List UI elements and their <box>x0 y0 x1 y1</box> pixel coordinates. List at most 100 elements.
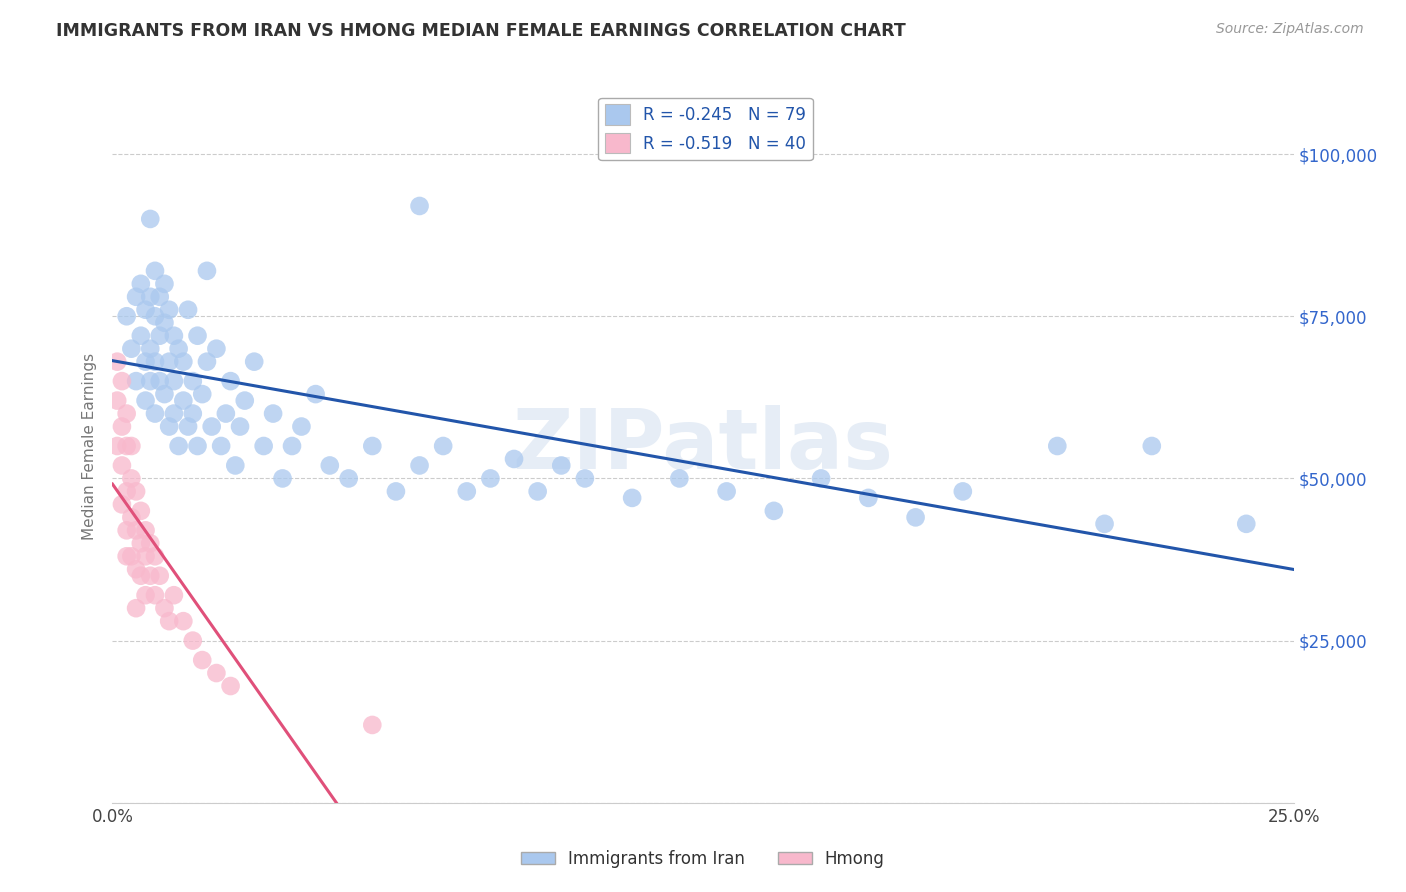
Point <box>143 588 166 602</box>
Legend: R = -0.245   N = 79, R = -0.519   N = 40: R = -0.245 N = 79, R = -0.519 N = 40 <box>598 97 813 160</box>
Point <box>129 536 152 550</box>
Point <box>205 342 228 356</box>
Point <box>281 439 304 453</box>
Point <box>105 393 128 408</box>
Point <box>904 510 927 524</box>
Point <box>139 536 162 550</box>
Point <box>125 524 148 538</box>
Point <box>139 374 162 388</box>
Point <box>149 374 172 388</box>
Point <box>157 354 180 368</box>
Point <box>191 653 214 667</box>
Point <box>215 407 238 421</box>
Point <box>233 393 256 408</box>
Text: ZIPatlas: ZIPatlas <box>513 406 893 486</box>
Point <box>149 328 172 343</box>
Point <box>125 484 148 499</box>
Point <box>129 328 152 343</box>
Point <box>253 439 276 453</box>
Point <box>1140 439 1163 453</box>
Point <box>157 302 180 317</box>
Point <box>304 387 326 401</box>
Text: IMMIGRANTS FROM IRAN VS HMONG MEDIAN FEMALE EARNINGS CORRELATION CHART: IMMIGRANTS FROM IRAN VS HMONG MEDIAN FEM… <box>56 22 905 40</box>
Point <box>163 588 186 602</box>
Point <box>621 491 644 505</box>
Point <box>149 290 172 304</box>
Point <box>120 471 142 485</box>
Point <box>191 387 214 401</box>
Point <box>135 393 157 408</box>
Point <box>167 439 190 453</box>
Point <box>135 524 157 538</box>
Point <box>219 374 242 388</box>
Point <box>1046 439 1069 453</box>
Point <box>153 387 176 401</box>
Point <box>163 374 186 388</box>
Point <box>111 419 134 434</box>
Point <box>129 504 152 518</box>
Point <box>129 568 152 582</box>
Point <box>952 484 974 499</box>
Point <box>361 718 384 732</box>
Point <box>195 264 218 278</box>
Point <box>115 524 138 538</box>
Point <box>135 302 157 317</box>
Point <box>153 277 176 291</box>
Point <box>408 199 430 213</box>
Point <box>337 471 360 485</box>
Point <box>479 471 502 485</box>
Point <box>1234 516 1257 531</box>
Point <box>668 471 690 485</box>
Point <box>385 484 408 499</box>
Point <box>432 439 454 453</box>
Point <box>181 407 204 421</box>
Point <box>115 484 138 499</box>
Point <box>319 458 342 473</box>
Point <box>186 328 208 343</box>
Point <box>129 277 152 291</box>
Point <box>125 374 148 388</box>
Point <box>115 310 138 324</box>
Point <box>172 393 194 408</box>
Point <box>139 568 162 582</box>
Legend: Immigrants from Iran, Hmong: Immigrants from Iran, Hmong <box>515 844 891 875</box>
Point <box>456 484 478 499</box>
Point <box>177 419 200 434</box>
Point <box>262 407 284 421</box>
Point <box>229 419 252 434</box>
Point <box>115 407 138 421</box>
Point <box>139 342 162 356</box>
Point <box>157 419 180 434</box>
Point <box>157 614 180 628</box>
Point <box>163 407 186 421</box>
Point <box>120 342 142 356</box>
Point <box>139 290 162 304</box>
Point <box>209 439 232 453</box>
Point <box>153 316 176 330</box>
Point <box>271 471 294 485</box>
Point <box>143 264 166 278</box>
Point <box>111 458 134 473</box>
Point <box>408 458 430 473</box>
Point <box>105 354 128 368</box>
Point <box>120 549 142 564</box>
Point <box>149 568 172 582</box>
Point <box>1094 516 1116 531</box>
Point <box>219 679 242 693</box>
Point <box>125 290 148 304</box>
Point <box>111 374 134 388</box>
Point <box>177 302 200 317</box>
Y-axis label: Median Female Earnings: Median Female Earnings <box>82 352 97 540</box>
Point <box>115 439 138 453</box>
Point <box>115 549 138 564</box>
Point <box>143 549 166 564</box>
Point <box>105 439 128 453</box>
Point <box>172 614 194 628</box>
Point <box>810 471 832 485</box>
Point <box>574 471 596 485</box>
Point <box>135 549 157 564</box>
Point <box>181 374 204 388</box>
Point <box>503 452 526 467</box>
Point <box>125 601 148 615</box>
Point <box>858 491 880 505</box>
